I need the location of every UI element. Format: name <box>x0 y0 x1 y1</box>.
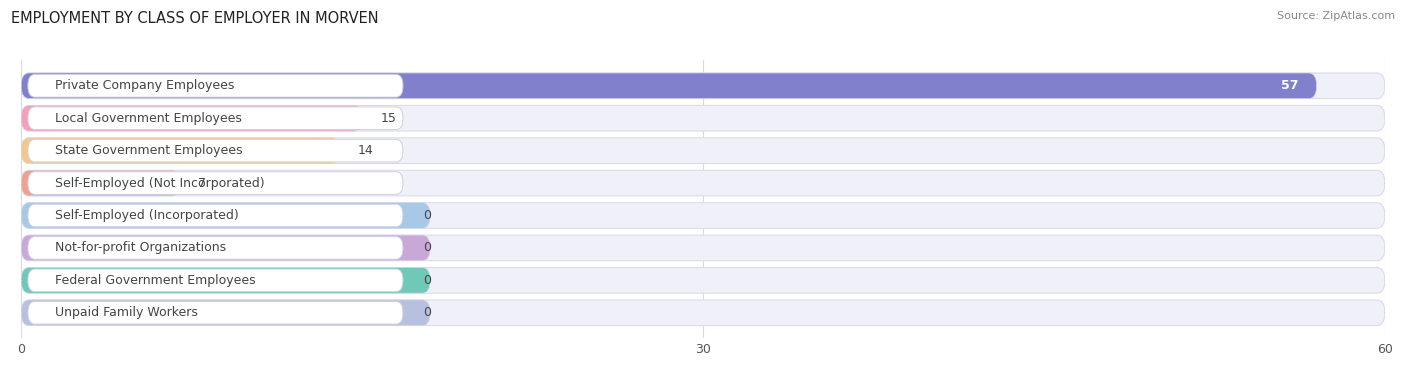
Text: Local Government Employees: Local Government Employees <box>55 112 242 125</box>
Text: Self-Employed (Not Incorporated): Self-Employed (Not Incorporated) <box>55 177 264 190</box>
FancyBboxPatch shape <box>21 138 1385 164</box>
Text: Not-for-profit Organizations: Not-for-profit Organizations <box>55 241 226 255</box>
Text: 14: 14 <box>357 144 373 157</box>
FancyBboxPatch shape <box>21 235 430 261</box>
FancyBboxPatch shape <box>28 269 404 292</box>
Text: Private Company Employees: Private Company Employees <box>55 79 235 92</box>
FancyBboxPatch shape <box>28 172 404 194</box>
Text: Self-Employed (Incorporated): Self-Employed (Incorporated) <box>55 209 239 222</box>
FancyBboxPatch shape <box>21 73 1317 99</box>
FancyBboxPatch shape <box>21 300 430 326</box>
FancyBboxPatch shape <box>28 302 404 324</box>
FancyBboxPatch shape <box>21 73 1385 99</box>
FancyBboxPatch shape <box>28 139 404 162</box>
Text: 0: 0 <box>423 241 432 255</box>
Text: 0: 0 <box>423 274 432 287</box>
Text: 15: 15 <box>380 112 396 125</box>
FancyBboxPatch shape <box>21 170 1385 196</box>
Text: Unpaid Family Workers: Unpaid Family Workers <box>55 306 198 319</box>
Text: 57: 57 <box>1281 79 1299 92</box>
FancyBboxPatch shape <box>28 107 404 129</box>
FancyBboxPatch shape <box>21 203 430 228</box>
Text: 0: 0 <box>423 209 432 222</box>
FancyBboxPatch shape <box>28 204 404 227</box>
FancyBboxPatch shape <box>21 138 339 164</box>
Text: EMPLOYMENT BY CLASS OF EMPLOYER IN MORVEN: EMPLOYMENT BY CLASS OF EMPLOYER IN MORVE… <box>11 11 378 26</box>
FancyBboxPatch shape <box>21 170 180 196</box>
FancyBboxPatch shape <box>21 203 1385 228</box>
Text: Source: ZipAtlas.com: Source: ZipAtlas.com <box>1277 11 1395 21</box>
Text: State Government Employees: State Government Employees <box>55 144 243 157</box>
FancyBboxPatch shape <box>28 74 404 97</box>
FancyBboxPatch shape <box>21 105 363 131</box>
FancyBboxPatch shape <box>21 267 430 293</box>
FancyBboxPatch shape <box>21 105 1385 131</box>
FancyBboxPatch shape <box>21 300 1385 326</box>
Text: 0: 0 <box>423 306 432 319</box>
FancyBboxPatch shape <box>21 235 1385 261</box>
Text: 7: 7 <box>198 177 207 190</box>
Text: Federal Government Employees: Federal Government Employees <box>55 274 256 287</box>
FancyBboxPatch shape <box>21 267 1385 293</box>
FancyBboxPatch shape <box>28 237 404 259</box>
